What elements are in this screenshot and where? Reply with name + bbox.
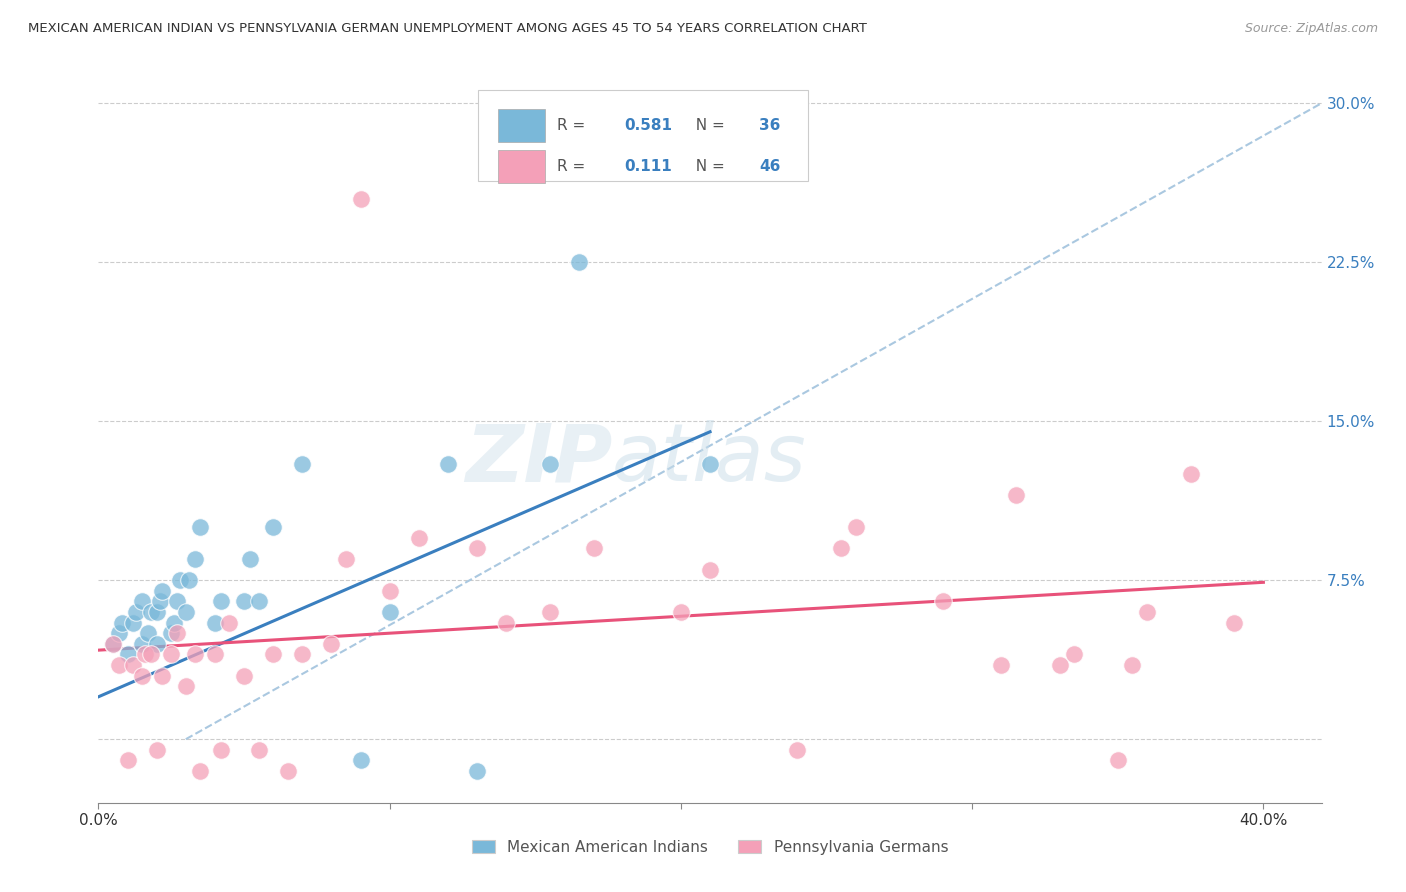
Point <box>1063 648 1085 662</box>
Point <box>932 594 955 608</box>
Point <box>786 743 808 757</box>
Point <box>1107 753 1129 767</box>
Point <box>349 192 371 206</box>
Point <box>247 743 270 757</box>
Point <box>122 615 145 630</box>
Text: R =: R = <box>557 159 595 174</box>
Point <box>139 648 162 662</box>
Point <box>408 531 430 545</box>
Point <box>247 594 270 608</box>
Point <box>117 753 139 767</box>
Text: ZIP: ZIP <box>465 420 612 498</box>
Point <box>166 626 188 640</box>
Point <box>209 594 232 608</box>
Point <box>495 615 517 630</box>
FancyBboxPatch shape <box>498 110 546 143</box>
FancyBboxPatch shape <box>478 90 808 181</box>
Point <box>378 583 401 598</box>
Point <box>218 615 240 630</box>
Text: N =: N = <box>686 119 730 133</box>
Point <box>166 594 188 608</box>
Point <box>131 637 153 651</box>
Point <box>134 648 156 662</box>
Point <box>845 520 868 534</box>
Point <box>183 552 205 566</box>
Text: N =: N = <box>686 159 730 174</box>
Point <box>174 679 197 693</box>
Point <box>538 457 561 471</box>
Point <box>188 764 212 778</box>
Point <box>160 626 183 640</box>
Text: 0.581: 0.581 <box>624 119 672 133</box>
Point <box>335 552 357 566</box>
Point <box>163 615 186 630</box>
Point <box>465 541 488 556</box>
Point <box>233 594 256 608</box>
Text: R =: R = <box>557 119 591 133</box>
Point <box>277 764 299 778</box>
Point <box>101 637 124 651</box>
Point <box>669 605 692 619</box>
Point <box>111 615 134 630</box>
Point <box>169 573 191 587</box>
Point <box>378 605 401 619</box>
Point <box>1049 658 1071 673</box>
Point <box>262 520 284 534</box>
Text: 36: 36 <box>759 119 780 133</box>
Point <box>699 563 721 577</box>
Point <box>136 626 159 640</box>
Text: MEXICAN AMERICAN INDIAN VS PENNSYLVANIA GERMAN UNEMPLOYMENT AMONG AGES 45 TO 54 : MEXICAN AMERICAN INDIAN VS PENNSYLVANIA … <box>28 22 868 36</box>
Point <box>145 637 167 651</box>
Point <box>321 637 343 651</box>
Legend: Mexican American Indians, Pennsylvania Germans: Mexican American Indians, Pennsylvania G… <box>465 834 955 861</box>
Point <box>465 764 488 778</box>
Point <box>101 637 124 651</box>
Point <box>209 743 232 757</box>
Point <box>108 658 131 673</box>
Point <box>1136 605 1159 619</box>
Point <box>699 457 721 471</box>
Point <box>990 658 1012 673</box>
Point <box>1180 467 1202 482</box>
Point <box>233 668 256 682</box>
Point <box>152 668 174 682</box>
Point <box>122 658 145 673</box>
Point <box>830 541 852 556</box>
Text: Source: ZipAtlas.com: Source: ZipAtlas.com <box>1244 22 1378 36</box>
Point <box>291 457 314 471</box>
Point <box>125 605 148 619</box>
Point <box>131 668 153 682</box>
Point <box>204 648 226 662</box>
Point <box>139 605 162 619</box>
Point <box>538 605 561 619</box>
Text: 46: 46 <box>759 159 780 174</box>
Point <box>183 648 205 662</box>
Point <box>349 753 371 767</box>
Point <box>1121 658 1143 673</box>
Point <box>1004 488 1026 502</box>
Point <box>568 255 591 269</box>
Point <box>1223 615 1246 630</box>
Point <box>117 648 139 662</box>
Point <box>188 520 212 534</box>
Point <box>152 583 174 598</box>
Point <box>262 648 284 662</box>
Point <box>108 626 131 640</box>
Point <box>204 615 226 630</box>
Point <box>582 541 605 556</box>
Point <box>145 605 167 619</box>
Point <box>149 594 172 608</box>
Text: 0.111: 0.111 <box>624 159 672 174</box>
Point <box>145 743 167 757</box>
Point <box>291 648 314 662</box>
Point <box>160 648 183 662</box>
Text: atlas: atlas <box>612 420 807 498</box>
Point <box>239 552 262 566</box>
Point <box>177 573 200 587</box>
FancyBboxPatch shape <box>498 150 546 183</box>
Point <box>174 605 197 619</box>
Point <box>437 457 460 471</box>
Point <box>131 594 153 608</box>
